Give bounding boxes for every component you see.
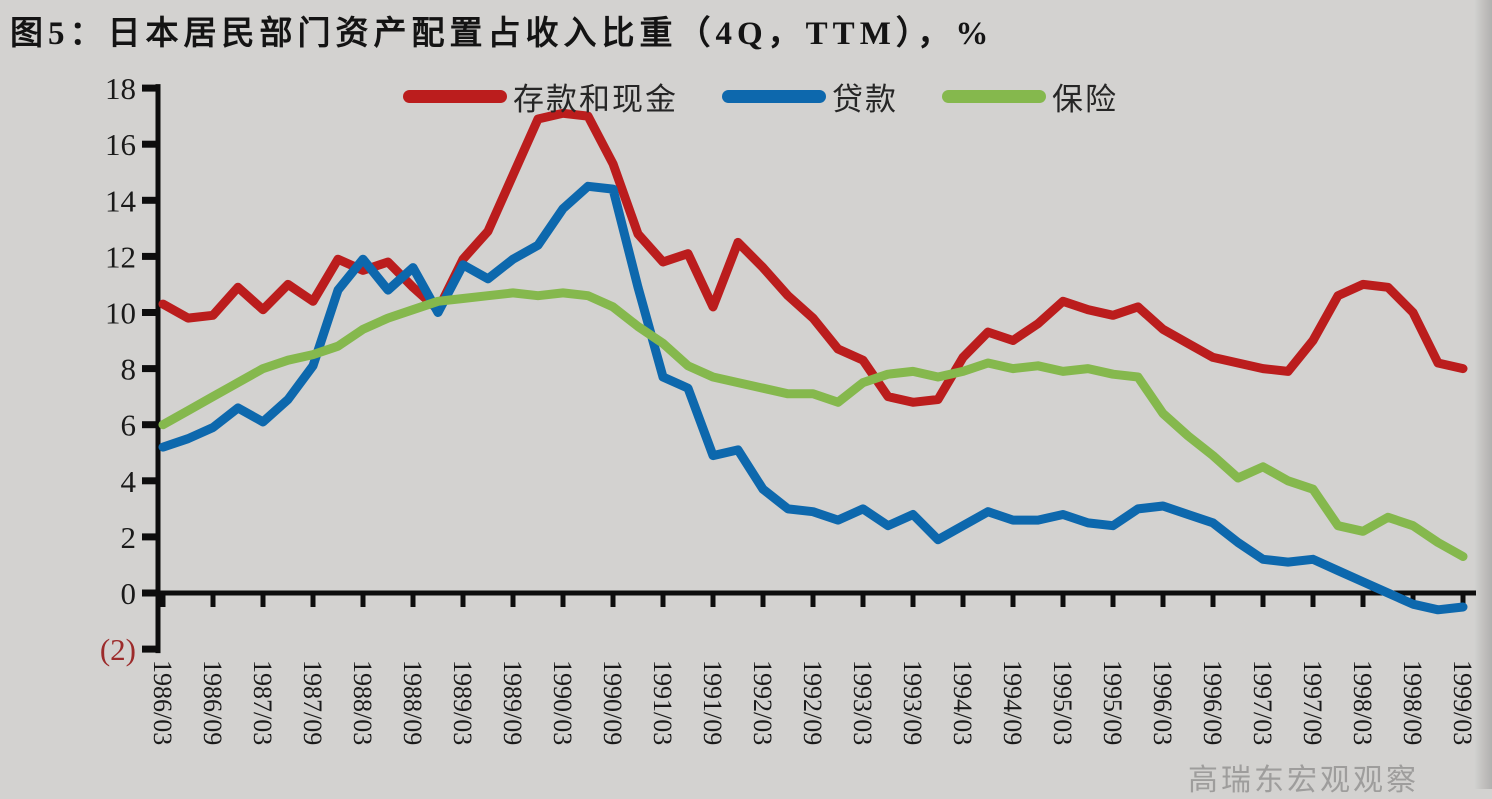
x-tick-label: 1997/03	[1248, 660, 1277, 745]
x-tick-label: 1989/09	[498, 660, 527, 745]
x-tick-label: 1988/03	[348, 660, 377, 745]
y-tick-label: 18	[105, 71, 136, 106]
x-tick-label: 1998/03	[1348, 660, 1377, 745]
x-tick-label: 1990/09	[598, 660, 627, 745]
loans-line-swatch-icon	[722, 90, 826, 103]
x-tick-label: 1991/09	[698, 660, 727, 745]
y-tick-label: 14	[105, 183, 137, 218]
x-tick-label: 1996/09	[1198, 660, 1227, 745]
legend-label-deposits-and-cash: 存款和现金	[513, 82, 678, 117]
x-tick-label: 1992/03	[748, 660, 777, 745]
legend-label-loans: 贷款	[832, 82, 898, 117]
y-tick-label: 12	[105, 239, 136, 274]
x-tick-label: 1992/09	[798, 660, 827, 745]
x-tick-label: 1995/03	[1048, 660, 1077, 745]
chart-legend: 存款和现金 贷款 保险	[403, 74, 1118, 119]
y-tick-label: 4	[121, 464, 137, 499]
x-tick-label: 1994/09	[998, 660, 1027, 745]
x-tick-label: 1993/03	[848, 660, 877, 745]
legend-item-loans: 贷款	[722, 74, 898, 119]
y-tick-label: 2	[121, 520, 137, 555]
y-tick-label: 16	[105, 127, 136, 162]
x-tick-label: 1987/09	[298, 660, 327, 745]
x-tick-label: 1995/09	[1098, 660, 1127, 745]
x-tick-label: 1986/03	[148, 660, 177, 745]
deposits-and-cash-line-swatch-icon	[403, 90, 507, 103]
x-tick-label: 1987/03	[248, 660, 277, 745]
y-tick-label: 8	[121, 352, 137, 387]
chart-title: 图5：日本居民部门资产配置占收入比重（4Q，TTM），%	[10, 16, 994, 52]
series-line-deposits-and-cash	[158, 108, 1468, 407]
x-tick-label: 1998/09	[1398, 660, 1427, 745]
insurance-line-swatch-icon	[942, 90, 1046, 103]
legend-label-insurance: 保险	[1052, 82, 1118, 117]
x-tick-label: 1994/03	[948, 660, 977, 745]
x-tick-label: 1996/03	[1148, 660, 1177, 745]
x-tick-label: 1997/09	[1298, 660, 1327, 745]
legend-item-deposits-and-cash: 存款和现金	[403, 74, 678, 119]
x-tick-label: 1999/03	[1448, 660, 1477, 745]
x-tick-label: 1990/03	[548, 660, 577, 745]
x-tick-label: 1988/09	[398, 660, 427, 745]
x-tick-label: 1993/09	[898, 660, 927, 745]
x-tick-label: 1991/03	[648, 660, 677, 745]
legend-item-insurance: 保险	[942, 74, 1118, 119]
series-line-insurance	[158, 288, 1468, 561]
series-line-loans	[158, 181, 1468, 615]
y-tick-label: (2)	[100, 632, 136, 667]
watermark: 高瑞东宏观观察	[1188, 764, 1419, 797]
y-tick-label: 6	[121, 408, 137, 443]
x-tick-label: 1989/03	[448, 660, 477, 745]
x-tick-label: 1986/09	[198, 660, 227, 745]
y-tick-label: 0	[121, 576, 137, 611]
y-tick-label: 10	[105, 296, 136, 331]
